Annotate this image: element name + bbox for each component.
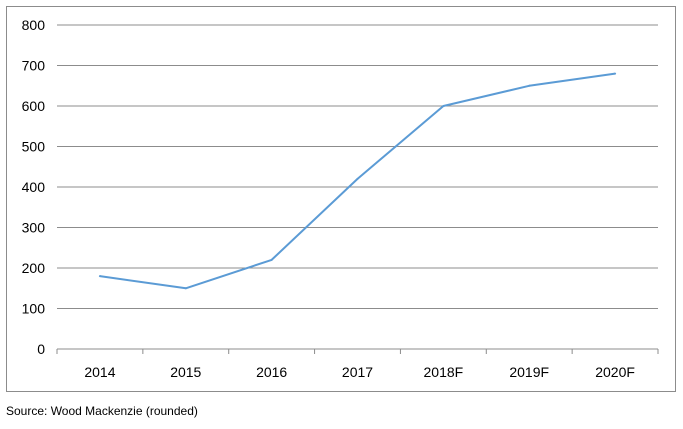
y-tick-label: 700: [22, 58, 46, 74]
x-axis: [56, 348, 659, 354]
x-tick-label: 2019F: [509, 364, 549, 380]
data-point: [356, 177, 359, 180]
y-tick-label: 200: [22, 260, 46, 276]
data-point: [270, 258, 273, 261]
chart-frame: 0 100 200 300 400 500 600 700 800 2014 2015 2016 20…: [6, 6, 676, 392]
y-axis-tick-labels: 0 100 200 300 400 500 600 700 800: [22, 17, 46, 357]
y-tick-label: 800: [22, 17, 46, 33]
x-tick-label: 2020F: [595, 364, 635, 380]
y-tick-label: 0: [37, 341, 45, 357]
y-tick-label: 400: [22, 179, 46, 195]
x-tick-label: 2017: [342, 364, 373, 380]
y-tick-label: 500: [22, 139, 46, 155]
data-point: [98, 275, 101, 278]
y-tick-label: 100: [22, 301, 46, 317]
data-point: [528, 84, 531, 87]
data-point: [184, 287, 187, 290]
x-axis-tick-labels: 2014 2015 2016 2017 2018F 2019F 2020F: [84, 364, 635, 380]
source-note: Source: Wood Mackenzie (rounded): [6, 404, 198, 418]
y-tick-label: 300: [22, 220, 46, 236]
series-layer: [98, 72, 617, 290]
data-point: [614, 72, 617, 75]
x-tick-label: 2015: [170, 364, 201, 380]
x-tick-label: 2018F: [424, 364, 464, 380]
gridlines: [57, 24, 658, 309]
y-tick-label: 600: [22, 98, 46, 114]
data-point: [442, 105, 445, 107]
x-tick-label: 2014: [84, 364, 115, 380]
x-tick-label: 2016: [256, 364, 287, 380]
